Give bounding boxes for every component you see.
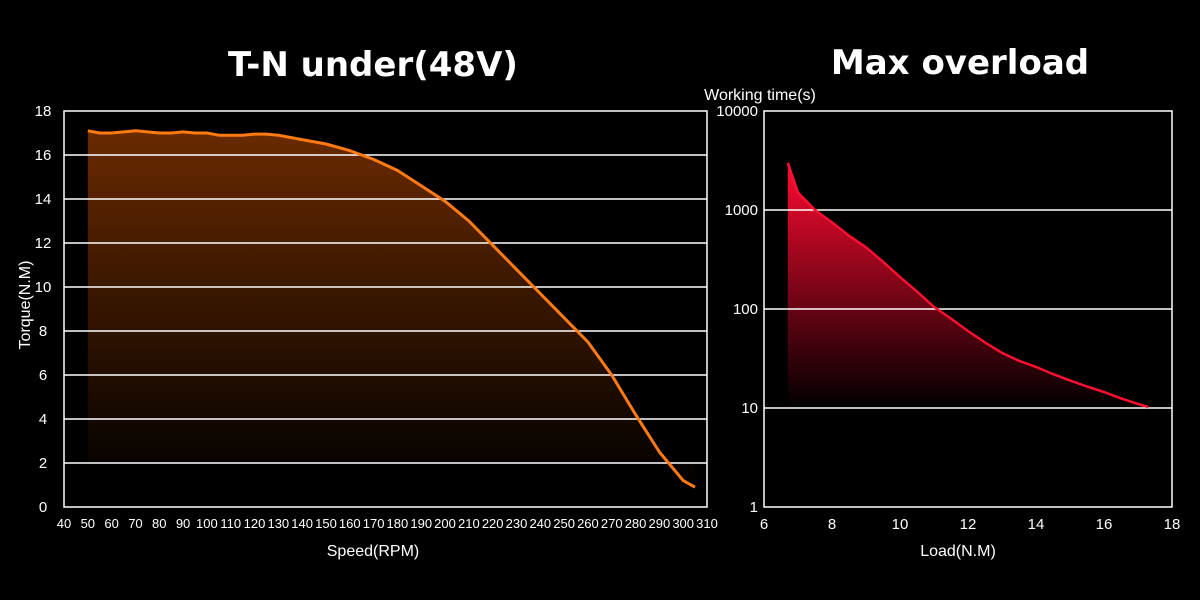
overload-x-tick: 18	[1164, 516, 1181, 533]
tn-x-tick: 190	[410, 516, 432, 531]
tn-y-tick: 14	[35, 191, 52, 208]
overload-gridlines	[764, 209, 1172, 409]
tn-x-tick: 50	[81, 516, 95, 531]
overload-x-tick: 10	[892, 516, 909, 533]
tn-x-tick: 240	[529, 516, 551, 531]
tn-x-tick: 230	[506, 516, 528, 531]
overload-chart-title: Max overload	[831, 43, 1089, 83]
overload-area-fill	[787, 162, 1149, 408]
tn-x-tick: 120	[244, 516, 266, 531]
tn-y-tick-labels: 0 2 4 6 8 10 12 14 16 18	[35, 103, 52, 516]
tn-y-tick: 16	[35, 147, 52, 164]
tn-x-tick: 60	[104, 516, 118, 531]
tn-x-tick: 140	[291, 516, 313, 531]
tn-series-line	[87, 129, 696, 489]
overload-y-tick: 10000	[716, 103, 758, 120]
overload-y-axis-label: Working time(s)	[704, 87, 816, 104]
tn-y-tick: 4	[39, 411, 47, 428]
tn-x-tick: 290	[649, 516, 671, 531]
tn-gridlines	[64, 154, 707, 464]
overload-x-tick: 14	[1028, 516, 1045, 533]
tn-chart: T-N under(48V) 0 2 4 6 8 10 12 14 16 18 40 50 60 70 8…	[17, 45, 718, 560]
overload-x-tick: 16	[1096, 516, 1113, 533]
tn-x-tick: 130	[267, 516, 289, 531]
tn-x-axis-label: Speed(RPM)	[327, 543, 419, 560]
overload-series-line	[786, 162, 1149, 409]
tn-x-tick: 160	[339, 516, 361, 531]
tn-x-tick: 40	[57, 516, 71, 531]
overload-chart: Max overload Working time(s) 11010010001…	[704, 43, 1180, 560]
overload-x-tick: 6	[760, 516, 768, 533]
tn-x-tick: 210	[458, 516, 480, 531]
tn-y-tick: 0	[39, 499, 47, 516]
tn-x-tick: 310	[696, 516, 718, 531]
tn-x-tick: 300	[672, 516, 694, 531]
overload-x-tick: 12	[960, 516, 977, 533]
overload-x-tick: 8	[828, 516, 836, 533]
tn-x-tick: 100	[196, 516, 218, 531]
overload-y-tick-labels: 1 10 100 1000 10000	[716, 103, 758, 516]
overload-x-axis-label: Load(N.M)	[920, 543, 996, 560]
tn-y-tick: 6	[39, 367, 47, 384]
tn-x-tick: 200	[434, 516, 456, 531]
tn-x-tick: 80	[152, 516, 166, 531]
tn-y-tick: 12	[35, 235, 52, 252]
tn-x-tick: 270	[601, 516, 623, 531]
tn-x-tick: 70	[128, 516, 142, 531]
overload-x-tick-labels: 6 8 10 12 14 16 18	[760, 516, 1181, 533]
overload-y-tick: 10	[741, 400, 758, 417]
overload-plot-frame	[763, 110, 1173, 508]
tn-y-tick: 2	[39, 455, 47, 472]
tn-x-tick: 180	[387, 516, 409, 531]
tn-x-tick: 220	[482, 516, 504, 531]
tn-x-tick: 260	[577, 516, 599, 531]
tn-area-fill	[87, 130, 696, 488]
tn-y-tick: 8	[39, 323, 47, 340]
overload-y-tick: 1000	[725, 202, 758, 219]
tn-plot-frame	[63, 110, 708, 508]
tn-chart-title: T-N under(48V)	[228, 45, 518, 85]
tn-x-tick: 170	[363, 516, 385, 531]
tn-x-tick: 250	[553, 516, 575, 531]
tn-x-tick: 280	[625, 516, 647, 531]
tn-y-tick: 18	[35, 103, 52, 120]
tn-x-tick: 110	[220, 516, 241, 531]
tn-x-tick: 90	[176, 516, 190, 531]
tn-x-tick-labels: 40 50 60 70 80 90 100 110 120 130 140 150 160 170 180 1…	[57, 516, 718, 531]
tn-y-axis-label: Torque(N.M)	[17, 261, 34, 350]
tn-y-tick: 10	[35, 279, 52, 296]
overload-y-tick: 100	[733, 301, 758, 318]
overload-y-tick: 1	[750, 499, 758, 516]
tn-x-tick: 150	[315, 516, 337, 531]
